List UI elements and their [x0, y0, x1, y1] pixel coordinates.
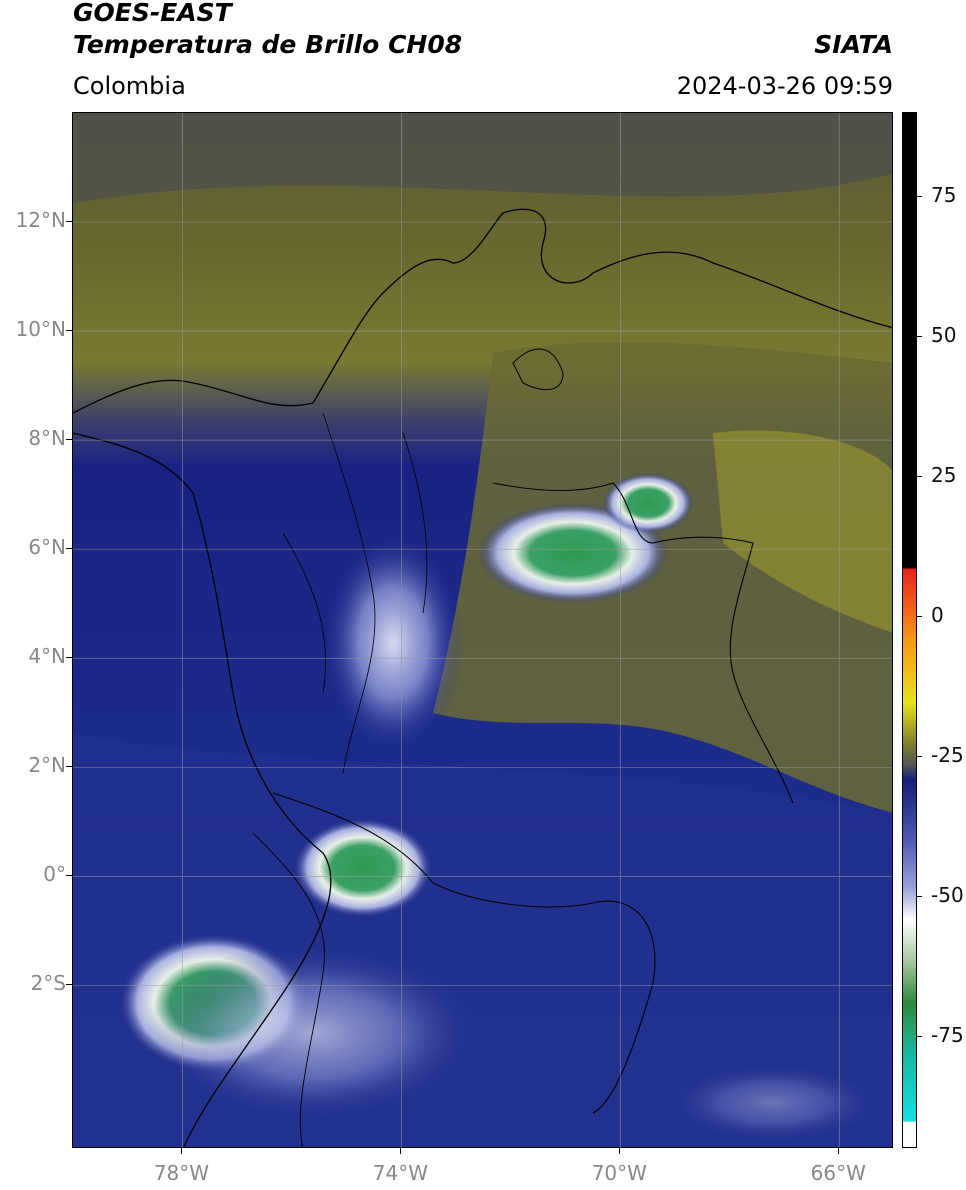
lat-tick-label: 8°N [28, 426, 66, 451]
border-colombia-venezuela [492, 482, 794, 804]
colorbar-tick [917, 616, 922, 617]
lat-tick-label: 4°N [28, 644, 66, 669]
colorbar-tick [917, 196, 922, 197]
lat-tick-label: 0° [43, 862, 66, 887]
graticule [73, 113, 892, 1147]
lon-tick [181, 1148, 183, 1154]
lon-tick-label: 78°W [153, 1161, 210, 1185]
dry-air-core [713, 430, 892, 633]
colorbar-tick-label: 0 [931, 603, 944, 627]
colorbar-tick [917, 476, 922, 477]
lat-tick [66, 330, 72, 332]
title-line-2: Temperatura de Brillo CH08 [73, 30, 463, 59]
convective-cell-ecuador [293, 818, 433, 918]
lat-tick-label: 12°N [15, 208, 66, 233]
lat-tick [66, 221, 72, 223]
cloud-haze-andes [323, 533, 463, 753]
datetime-label: 2024-03-26 09:59 [676, 72, 893, 100]
brand-label: SIATA [814, 30, 893, 59]
colorbar-tick [917, 336, 922, 337]
lon-tick-label: 74°W [372, 1161, 428, 1185]
colorbar-tick [917, 896, 922, 897]
lat-tick-label: 2°S [30, 971, 66, 996]
colorbar-tick-label: -50 [931, 883, 964, 907]
lat-tick [66, 657, 72, 659]
lat-tick [66, 766, 72, 768]
satellite-map[interactable] [72, 112, 893, 1148]
border-ecuador-peru [252, 832, 325, 1147]
colorbar-tick-label: -75 [931, 1023, 964, 1047]
pacific-coastline [73, 432, 332, 1147]
colorbar-tick-label: 75 [931, 183, 957, 207]
lat-tick [66, 875, 72, 877]
lon-tick [619, 1148, 621, 1154]
lat-tick [66, 984, 72, 986]
colorbar [902, 112, 917, 1148]
colorbar-tick [917, 1036, 922, 1037]
lon-tick-label: 66°W [810, 1161, 866, 1185]
lon-tick [838, 1148, 840, 1154]
lat-tick-label: 6°N [28, 535, 66, 560]
border-colombia-south [272, 792, 656, 1114]
lat-tick [66, 548, 72, 550]
convective-cell-east [603, 473, 693, 533]
lat-tick [66, 439, 72, 441]
upper-gray-band [73, 113, 892, 203]
lon-tick [400, 1148, 402, 1154]
lake-maracaibo [512, 348, 564, 391]
title-line-1: GOES-EAST [73, 0, 232, 27]
colorbar-tick [917, 756, 922, 757]
department-borders [282, 412, 428, 774]
colorbar-tick-label: 25 [931, 463, 957, 487]
cloud-haze-southeast [663, 1063, 883, 1143]
colorbar-tick-label: -25 [931, 743, 964, 767]
map-canvas [73, 113, 892, 1147]
colorbar-tick-label: 50 [931, 323, 957, 347]
cloud-haze-south [143, 943, 483, 1123]
caribbean-coastline [73, 208, 892, 414]
lat-tick-label: 10°N [15, 317, 66, 342]
lat-tick-label: 2°N [28, 753, 66, 778]
colorbar-ramp [903, 113, 916, 1147]
region-label: Colombia [73, 72, 186, 100]
lon-tick-label: 70°W [591, 1161, 647, 1185]
